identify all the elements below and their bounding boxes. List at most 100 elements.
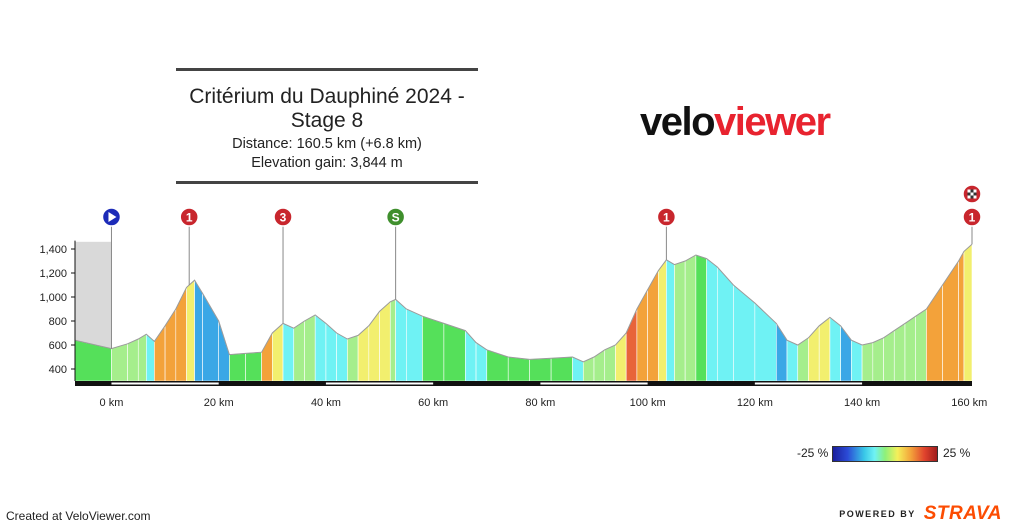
profile-segment xyxy=(706,257,718,382)
title-top-rule xyxy=(176,68,478,71)
profile-segment xyxy=(146,333,155,382)
profile-segment xyxy=(604,344,616,382)
veloviewer-logo: veloviewer xyxy=(640,100,831,144)
profile-segment xyxy=(507,356,530,382)
climb-marker xyxy=(179,207,199,227)
checkered-flag-icon xyxy=(973,195,977,199)
title-bottom-rule xyxy=(176,181,478,184)
checkered-flag-icon xyxy=(970,195,974,199)
distance-text: Distance: 160.5 km (+6.8 km) xyxy=(232,136,422,152)
marker-label: S xyxy=(392,211,400,225)
x-tick-label: 120 km xyxy=(737,397,773,409)
profile-segment xyxy=(958,250,965,382)
profile-segment xyxy=(164,307,177,382)
profile-segment xyxy=(883,330,895,382)
profile-segment xyxy=(840,324,852,382)
profile-segment xyxy=(186,279,195,382)
profile-segment xyxy=(786,339,799,382)
x-tick-label: 100 km xyxy=(630,397,666,409)
y-tick-label: 1,400 xyxy=(39,244,67,256)
credit-text: Created at VeloViewer.com xyxy=(6,509,151,523)
elevation-gain-text: Elevation gain: 3,844 m xyxy=(251,155,403,171)
profile-segment xyxy=(486,349,509,382)
x-axis-stripe xyxy=(325,382,434,385)
profile-segment xyxy=(347,334,359,382)
y-tick-label: 1,200 xyxy=(39,268,67,280)
x-tick-label: 0 km xyxy=(100,397,124,409)
checkered-flag-icon xyxy=(970,192,974,196)
profile-segment xyxy=(963,243,973,382)
x-axis-stripe xyxy=(540,382,648,385)
profile-segment xyxy=(615,332,627,382)
profile-segment xyxy=(684,254,697,382)
x-tick-label: 60 km xyxy=(418,397,448,409)
profile-segment xyxy=(872,337,884,382)
strava-badge: POWERED BY STRAVA xyxy=(839,503,1002,525)
profile-segment xyxy=(818,316,831,382)
x-tick-label: 20 km xyxy=(204,397,234,409)
climb-finish-marker xyxy=(962,207,982,227)
x-tick-label: 80 km xyxy=(525,397,555,409)
y-tick-label: 600 xyxy=(49,340,67,352)
climb-marker xyxy=(656,207,677,227)
marker-label: 1 xyxy=(663,211,670,225)
logo-viewer: viewer xyxy=(714,100,831,144)
play-icon xyxy=(108,212,117,222)
profile-segment xyxy=(550,356,573,382)
profile-segment xyxy=(368,310,380,382)
profile-segment xyxy=(754,302,777,382)
profile-outline xyxy=(74,243,973,363)
x-axis-stripe xyxy=(754,382,863,385)
profile-segment xyxy=(915,308,927,382)
profile-segment xyxy=(942,260,959,382)
x-tick-label: 140 km xyxy=(844,397,880,409)
profile-segment xyxy=(636,288,648,382)
profile-segment xyxy=(293,320,305,382)
profile-segment xyxy=(194,279,203,382)
profile-segment xyxy=(904,315,917,382)
profile-segment xyxy=(674,260,686,382)
profile-segment xyxy=(717,266,734,382)
powered-by-label: POWERED BY xyxy=(839,509,916,519)
profile-segment xyxy=(851,339,863,382)
checkered-flag-icon xyxy=(973,189,977,193)
profile-segment xyxy=(666,259,675,382)
title-block: Critérium du Dauphiné 2024 - Stage 8 Dis… xyxy=(176,68,478,184)
profile-segment xyxy=(111,343,128,382)
profile-segment xyxy=(379,301,391,382)
x-axis-stripe xyxy=(111,382,219,385)
profile-segment xyxy=(261,331,273,382)
profile-segment xyxy=(926,284,943,382)
profile-segment xyxy=(465,329,477,382)
chart-title: Critérium du Dauphiné 2024 - Stage 8 xyxy=(189,85,465,132)
marker-label: 1 xyxy=(969,211,976,225)
strava-logo: STRAVA xyxy=(923,503,1002,524)
x-axis-bar xyxy=(75,381,972,386)
checkered-flag-icon xyxy=(973,192,977,196)
profile-segment xyxy=(336,332,348,382)
profile-segment xyxy=(314,314,327,382)
grade-scale-min: -25 % xyxy=(797,446,829,460)
y-tick-label: 1,000 xyxy=(39,292,67,304)
y-tick-label: 800 xyxy=(49,316,67,328)
profile-segment xyxy=(422,315,445,382)
profile-segment xyxy=(808,325,820,382)
profile-segment xyxy=(229,353,246,382)
profile-segment xyxy=(695,254,707,382)
profile-segment xyxy=(175,287,187,382)
profile-segment xyxy=(389,298,396,382)
profile-segment xyxy=(137,333,147,382)
marker-label: 1 xyxy=(186,211,193,225)
profile-segment xyxy=(443,322,466,382)
checkered-flag-icon xyxy=(970,189,974,193)
grade-color-scale xyxy=(832,446,938,462)
checkered-flag-icon xyxy=(967,195,971,199)
grade-scale-max: 25 % xyxy=(943,446,971,460)
x-tick-label: 160 km xyxy=(951,397,987,409)
profile-segment xyxy=(733,284,756,382)
profile-segment xyxy=(861,342,874,382)
sprint-marker xyxy=(385,207,406,227)
profile-segment xyxy=(593,349,606,382)
profile-segment xyxy=(245,351,262,382)
